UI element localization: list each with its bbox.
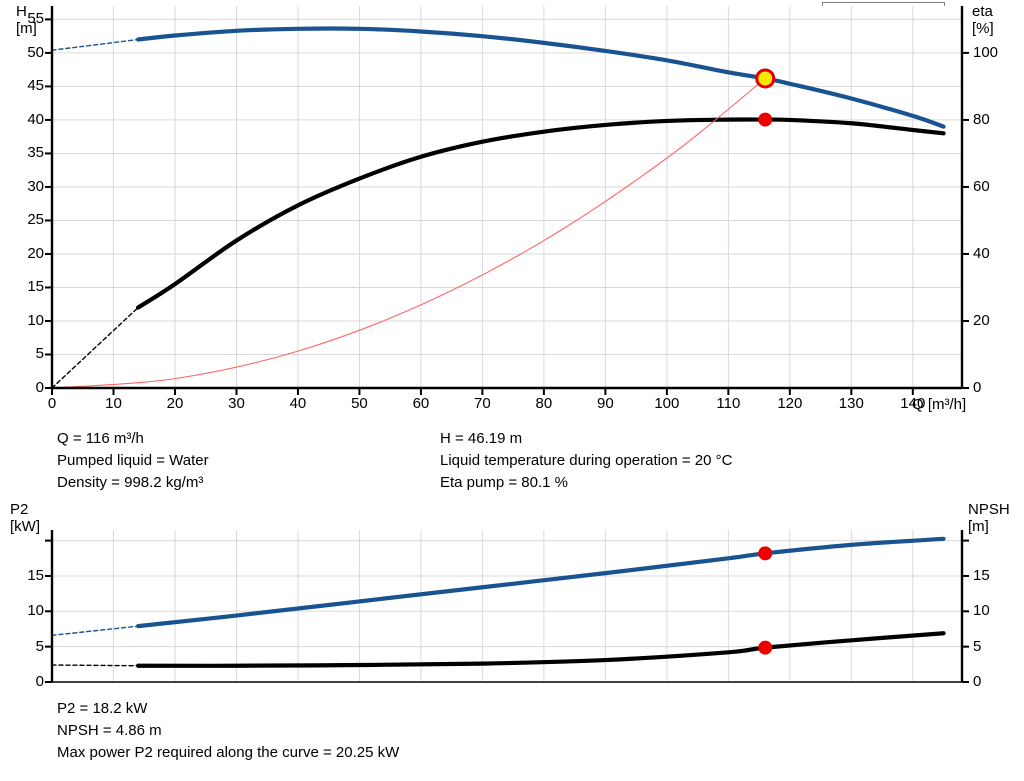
lower-y-right-unit-text: [m] bbox=[968, 518, 989, 535]
upper-y-right-tick: 20 bbox=[973, 311, 990, 329]
upper-x-tick: 90 bbox=[597, 395, 614, 412]
lower-y-right-tick: 15 bbox=[973, 566, 990, 584]
upper-x-tick: 110 bbox=[716, 395, 741, 412]
upper-x-tick: 70 bbox=[474, 395, 491, 412]
upper-y-left-tick: 15 bbox=[27, 278, 44, 296]
upper-x-title: Q [m³/h] bbox=[912, 396, 967, 413]
power-npsh-chart: P2 [kW] NPSH [m] 0 5 10 15 0 5 10 15 bbox=[0, 498, 1024, 693]
curve-system-duty-curve bbox=[51, 77, 766, 389]
result-density: Density = 998.2 kg/m³ bbox=[57, 474, 204, 491]
lower-chart-canvas bbox=[45, 530, 969, 683]
lower-y-left-tick: 10 bbox=[27, 602, 44, 620]
lower-y-right-tick: 0 bbox=[973, 673, 982, 690]
upper-x-tick: 80 bbox=[535, 395, 553, 412]
upper-y-right-title-text: eta bbox=[972, 3, 993, 20]
lower-y-left-title-text: P2 bbox=[10, 501, 29, 518]
upper-y-left-title-text: H bbox=[16, 3, 27, 20]
upper-y-left-tick: 30 bbox=[27, 177, 44, 195]
lower-plot-area bbox=[52, 530, 962, 682]
upper-y-right-tick: 0 bbox=[973, 379, 982, 396]
upper-x-tick: 50 bbox=[351, 395, 368, 412]
duty-point-eta bbox=[758, 112, 773, 127]
upper-x-tick: 130 bbox=[838, 395, 864, 412]
lower-y-left-title: P2 [kW] bbox=[10, 501, 40, 535]
result-eta-pump: Eta pump = 80.1 % bbox=[440, 474, 568, 491]
upper-y-right-tick: 40 bbox=[973, 244, 990, 262]
lower-y-right-title: NPSH [m] bbox=[968, 501, 1010, 535]
curve-power-p2-curve bbox=[135, 536, 946, 629]
duty-point-npsh bbox=[758, 640, 773, 655]
upper-y-right-title: eta [%] bbox=[972, 3, 994, 37]
curve-npsh-curve-extrapolation bbox=[51, 664, 139, 667]
upper-y-right-tick: 100 bbox=[973, 43, 999, 61]
curve-head-h-curve-198-mm-impeller bbox=[135, 26, 946, 129]
upper-y-left-tick: 55 bbox=[27, 10, 44, 28]
upper-y-left-tick: 20 bbox=[27, 244, 44, 262]
lower-y-left-unit-text: [kW] bbox=[10, 518, 40, 535]
result-power: P2 = 18.2 kW bbox=[57, 700, 148, 717]
upper-y-left-tick: 5 bbox=[35, 345, 44, 363]
result-pumped-liquid: Pumped liquid = Water bbox=[57, 452, 209, 469]
upper-x-tick: 140 bbox=[900, 395, 926, 412]
result-liquid-temperature: Liquid temperature during operation = 20… bbox=[440, 452, 733, 469]
upper-results-left: Q = 116 m³/h Pumped liquid = Water Densi… bbox=[57, 428, 209, 494]
upper-y-right-tick: 60 bbox=[973, 177, 990, 195]
upper-chart-canvas bbox=[45, 6, 969, 395]
upper-y-left-tick: 35 bbox=[27, 144, 44, 162]
lower-y-left-tick: 0 bbox=[35, 673, 44, 690]
upper-y-left-tick: 10 bbox=[27, 311, 44, 329]
duty-point-head bbox=[755, 68, 776, 89]
lower-results: P2 = 18.2 kW NPSH = 4.86 m Max power P2 … bbox=[57, 698, 399, 764]
head-efficiency-chart: H [m] eta [%] Q [m³/h] NK 65-200/198 198… bbox=[16, 2, 999, 413]
lower-y-left-tick: 15 bbox=[27, 566, 44, 584]
curve-power-curve-extrapolation bbox=[51, 625, 139, 637]
upper-x-tick: 100 bbox=[654, 395, 680, 412]
upper-y-left-tick: 50 bbox=[27, 43, 44, 61]
lower-y-right-tick: 5 bbox=[973, 637, 982, 655]
lower-y-left-tick: 5 bbox=[35, 637, 44, 655]
curve-efficiency-eta-curve bbox=[135, 117, 946, 310]
upper-y-left-title: H [m] bbox=[16, 3, 37, 37]
curve-efficiency-curve-extrapolation bbox=[51, 306, 139, 389]
upper-y-right-tick: 80 bbox=[973, 110, 990, 128]
lower-y-right-title-text: NPSH bbox=[968, 501, 1010, 518]
result-flow: Q = 116 m³/h bbox=[57, 430, 144, 447]
upper-y-left-tick: 0 bbox=[35, 379, 44, 396]
result-max-power: Max power P2 required along the curve = … bbox=[57, 744, 400, 761]
upper-x-tick: 10 bbox=[105, 395, 122, 412]
upper-x-tick: 120 bbox=[777, 395, 803, 412]
result-npsh: NPSH = 4.86 m bbox=[57, 722, 162, 739]
upper-x-tick: 20 bbox=[166, 395, 184, 412]
upper-y-left-tick: 45 bbox=[27, 77, 44, 95]
result-head: H = 46.19 m bbox=[440, 430, 523, 447]
upper-x-tick: 30 bbox=[228, 395, 245, 412]
curve-head-curve-extrapolation bbox=[51, 38, 139, 51]
duty-point-power bbox=[758, 546, 773, 561]
lower-y-right-tick: 10 bbox=[973, 602, 990, 620]
upper-x-tick: 40 bbox=[289, 395, 307, 412]
upper-results-right: H = 46.19 m Liquid temperature during op… bbox=[440, 428, 732, 494]
upper-x-tick: 60 bbox=[412, 395, 430, 412]
upper-plot-area bbox=[52, 6, 962, 388]
curve-npsh-curve bbox=[135, 631, 946, 668]
upper-y-left-tick: 40 bbox=[27, 110, 44, 128]
upper-x-tick: 0 bbox=[47, 395, 57, 412]
upper-y-left-tick: 25 bbox=[27, 211, 44, 229]
upper-y-right-unit-text: [%] bbox=[972, 20, 994, 37]
upper-y-left-unit-text: [m] bbox=[16, 20, 37, 37]
